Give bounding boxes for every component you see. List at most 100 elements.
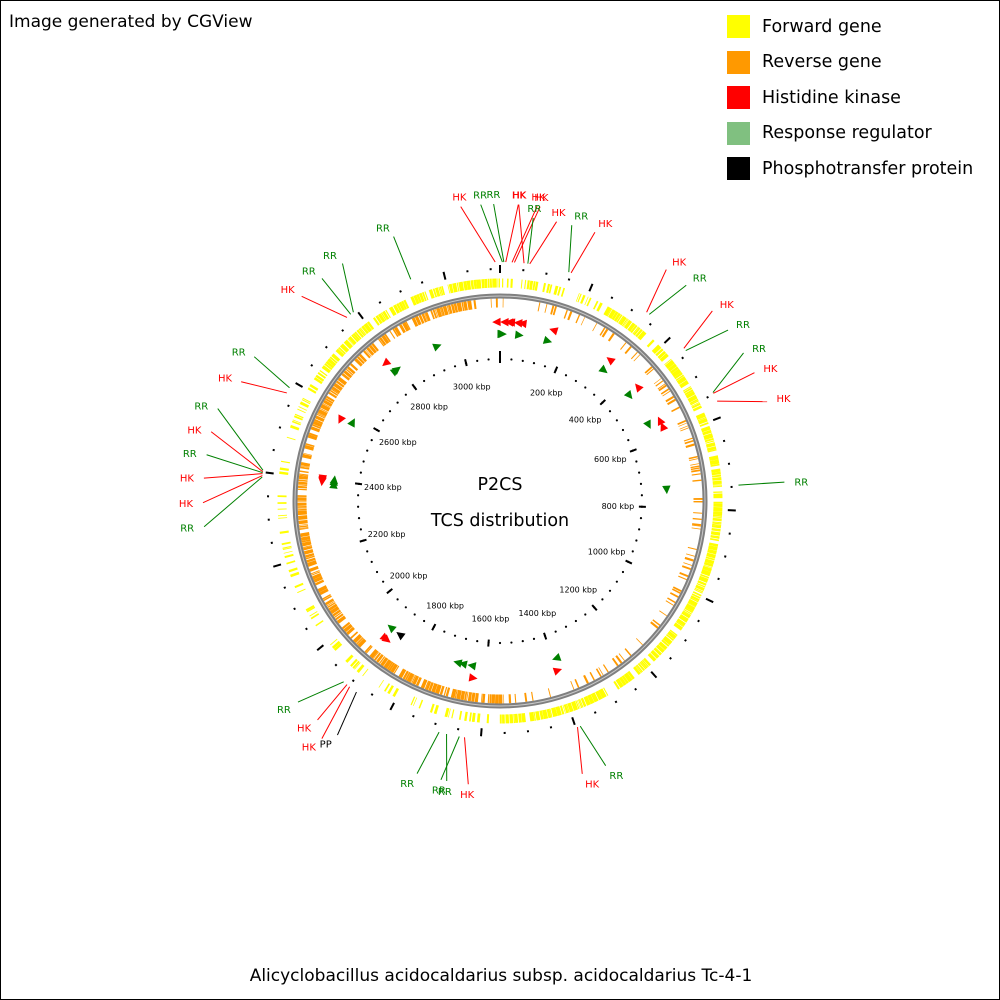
reverse-gene <box>646 368 654 376</box>
forward-gene <box>664 358 672 366</box>
ruler-dot <box>639 482 643 485</box>
rr-label: RR <box>400 779 414 790</box>
reverse-gene <box>329 606 340 615</box>
forward-gene <box>315 374 325 382</box>
forward-gene <box>324 363 333 371</box>
response-regulator-marker <box>662 485 671 495</box>
legend-item-phosphotransfer-protein: Phosphotransfer protein <box>727 151 973 187</box>
reverse-gene <box>343 623 353 633</box>
reverse-gene <box>379 337 387 346</box>
forward-gene <box>307 387 317 394</box>
forward-gene <box>289 424 300 431</box>
reverse-gene <box>667 398 676 406</box>
forward-gene <box>305 604 315 612</box>
forward-gene <box>695 584 705 591</box>
rr-label: RR <box>473 191 487 202</box>
forward-gene <box>682 386 692 392</box>
ruler-dot <box>564 625 568 628</box>
reverse-gene <box>650 621 659 629</box>
reverse-gene <box>669 592 679 598</box>
reverse-gene <box>402 321 410 332</box>
ruler-dot <box>453 634 457 637</box>
ruler-tick <box>599 399 606 406</box>
reverse-gene <box>383 659 392 669</box>
ruler-tick <box>431 623 437 631</box>
rr-label: RR <box>794 477 808 488</box>
reverse-gene <box>425 681 432 691</box>
forward-gene <box>294 582 304 589</box>
legend-label: Histidine kinase <box>762 87 901 108</box>
reverse-gene <box>414 315 422 326</box>
outer-tick <box>324 345 328 349</box>
histidine-kinase-marker <box>606 357 616 366</box>
histidine-kinase-marker <box>338 414 346 424</box>
forward-gene <box>542 709 549 720</box>
forward-gene <box>553 285 559 295</box>
callout-line <box>518 204 525 264</box>
reverse-gene <box>356 356 365 365</box>
forward-gene <box>635 328 643 338</box>
reverse-gene <box>333 382 343 392</box>
forward-gene <box>363 322 373 333</box>
reverse-gene <box>436 307 443 318</box>
forward-gene <box>385 309 391 319</box>
forward-gene-swatch-icon <box>727 15 750 39</box>
outer-tick <box>684 638 687 642</box>
ruler-dot <box>476 640 479 643</box>
forward-gene <box>655 644 665 654</box>
reverse-gene <box>312 572 322 580</box>
outer-tick <box>293 607 296 611</box>
hk-label: HK <box>281 285 296 296</box>
histidine-kinase-marker <box>506 318 516 327</box>
forward-gene <box>356 664 365 673</box>
forward-gene <box>546 708 552 719</box>
outer-tick <box>593 711 597 714</box>
forward-gene <box>382 310 390 320</box>
outer-tick <box>571 716 576 726</box>
reverse-gene <box>310 426 321 433</box>
callout-line <box>579 725 607 766</box>
forward-gene <box>704 558 715 565</box>
ruler-dot <box>532 637 536 640</box>
forward-gene <box>329 356 338 364</box>
histidine-kinase-marker <box>657 416 666 427</box>
callout-line <box>301 295 348 318</box>
forward-gene <box>676 618 686 627</box>
forward-gene <box>331 640 341 649</box>
outer-ticks <box>265 265 736 737</box>
forward-gene <box>392 687 400 698</box>
forward-gene <box>708 542 719 547</box>
reverse-gene <box>620 342 627 350</box>
outer-tick <box>351 679 355 683</box>
ruler-dot <box>357 494 360 497</box>
kbp-ruler: 200 kbp 400 kbp 600 kbp 800 kbp 1000 kbp 1200… <box>354 351 646 647</box>
reverse-gene <box>658 384 667 392</box>
forward-gene <box>401 300 407 310</box>
ruler-tick <box>386 588 393 595</box>
outer-tick <box>412 714 415 718</box>
reverse-gene <box>574 679 580 688</box>
hk-label: HK <box>585 779 600 790</box>
forward-gene <box>700 425 711 433</box>
reverse-gene <box>325 598 335 606</box>
reverse-gene <box>334 611 343 618</box>
forward-gene <box>333 642 343 651</box>
rr-label: RR <box>736 320 750 331</box>
response-regulator-marker <box>498 329 507 339</box>
ruler-label: 1400 kbp <box>519 609 557 618</box>
callout-line <box>203 473 263 479</box>
reverse-gene <box>467 300 473 311</box>
reverse-gene <box>331 386 341 394</box>
hk-label: HK <box>302 743 317 754</box>
forward-gene <box>675 374 685 381</box>
reverse-gene <box>368 344 377 354</box>
forward-gene <box>396 303 403 313</box>
reverse-gene <box>618 653 625 661</box>
reverse-gene <box>671 406 680 413</box>
forward-gene <box>377 313 386 323</box>
ruler-dot <box>404 606 407 609</box>
forward-gene <box>571 700 579 711</box>
ruler-dot <box>443 630 446 633</box>
forward-gene <box>695 412 706 420</box>
reverse-gene <box>424 311 431 322</box>
